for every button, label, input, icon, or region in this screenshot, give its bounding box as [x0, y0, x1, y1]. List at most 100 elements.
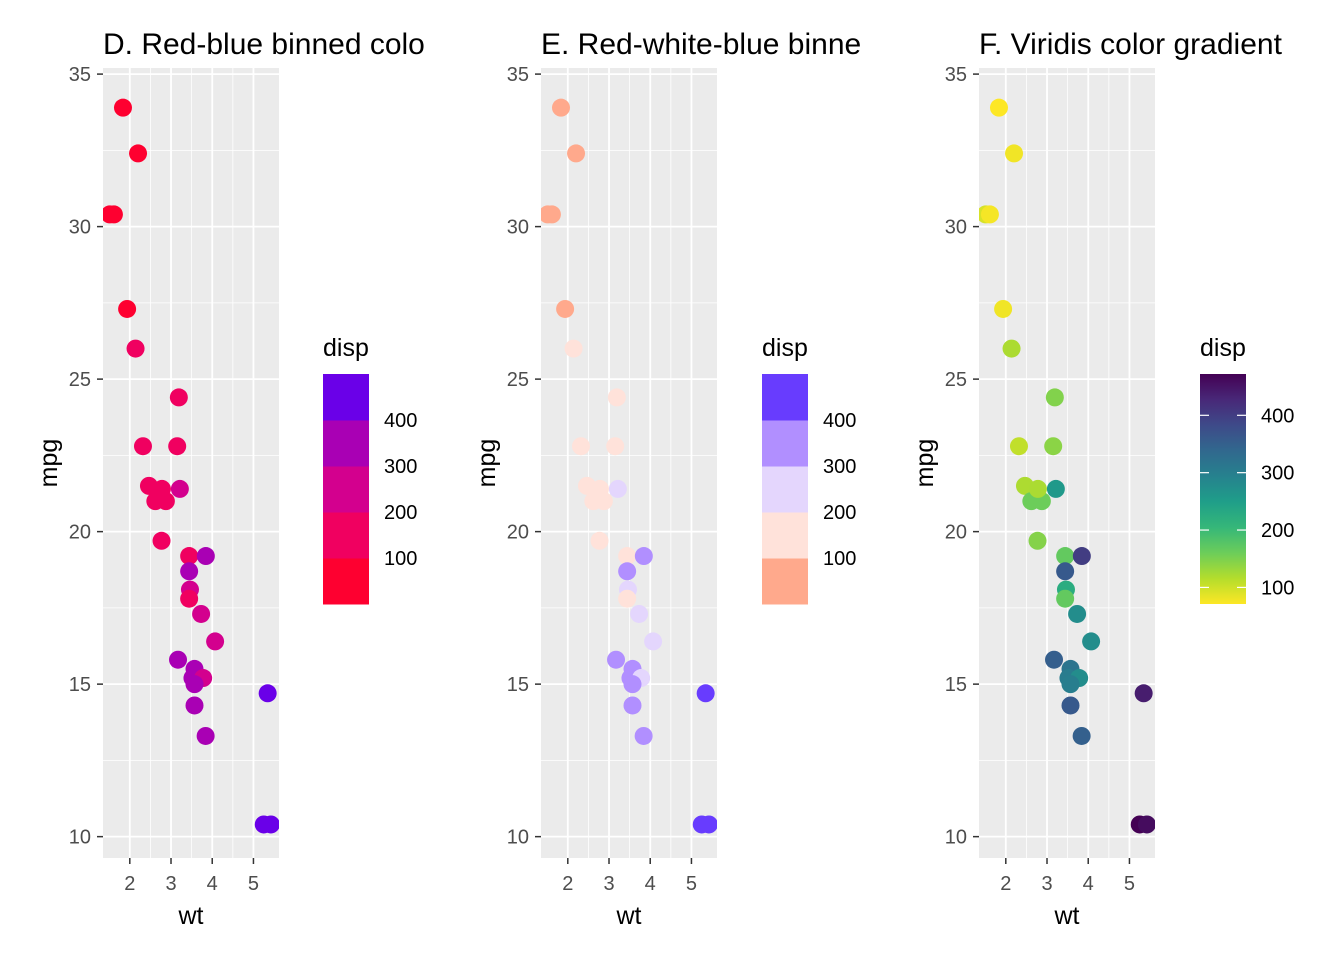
- legend: disp 100 200 300 400: [1200, 334, 1294, 604]
- data-point: [551, 98, 570, 117]
- legend-colorbar: [1200, 374, 1246, 604]
- data-point: [169, 388, 188, 407]
- data-point: [606, 437, 625, 456]
- data-point: [1056, 589, 1075, 608]
- y-tick-label: 15: [69, 674, 91, 696]
- data-point: [644, 632, 663, 651]
- y-tick-label: 30: [945, 217, 967, 239]
- data-point: [980, 205, 999, 224]
- legend-title: disp: [1200, 334, 1246, 362]
- x-tick-label: 5: [248, 873, 259, 895]
- chart-title: E. Red-white-blue binne: [541, 28, 861, 61]
- legend-title: disp: [762, 334, 808, 362]
- legend: disp 100 200 300 400: [323, 334, 417, 605]
- data-point: [1056, 547, 1075, 566]
- data-point: [133, 437, 152, 456]
- y-tick-label: 20: [507, 522, 529, 544]
- legend-label: 300: [823, 456, 856, 478]
- legend: disp 100 200 300 400: [762, 334, 856, 605]
- data-point: [1045, 388, 1064, 407]
- data-point: [1061, 696, 1080, 715]
- data-point: [1045, 650, 1064, 669]
- data-point: [118, 299, 137, 318]
- legend-label: 100: [1261, 577, 1294, 599]
- legend-label: 400: [823, 410, 856, 432]
- data-point: [618, 547, 637, 566]
- data-point: [126, 339, 145, 358]
- chart-panel: D. Red-blue binned colo 2 3 4 5 10 15 20 25 30 35 w…: [35, 28, 425, 930]
- data-point: [196, 547, 215, 566]
- data-point: [696, 684, 715, 703]
- x-tick-label: 5: [1124, 873, 1135, 895]
- y-tick-label: 30: [69, 217, 91, 239]
- legend-bin: [762, 374, 808, 421]
- data-point: [1005, 144, 1024, 163]
- y-tick-label: 25: [507, 369, 529, 391]
- chart-title: D. Red-blue binned colo: [103, 28, 425, 61]
- data-point: [1134, 684, 1153, 703]
- y-tick-label: 10: [69, 827, 91, 849]
- data-point: [1028, 531, 1047, 550]
- points-layer: [979, 98, 1155, 834]
- data-point: [1061, 675, 1080, 694]
- y-axis-title: mpg: [473, 439, 501, 488]
- legend-bin: [762, 512, 808, 559]
- data-point: [618, 589, 637, 608]
- data-point: [185, 675, 204, 694]
- data-point: [1072, 547, 1091, 566]
- legend-bin: [762, 558, 808, 605]
- x-tick-label: 4: [1083, 873, 1094, 895]
- data-point: [623, 696, 642, 715]
- y-axis-title: mpg: [911, 439, 939, 488]
- x-tick-label: 3: [603, 873, 614, 895]
- legend-bin: [762, 420, 808, 467]
- data-point: [129, 144, 148, 163]
- chart-panel: E. Red-white-blue binne 2 3 4 5 10 15 20 25 30 35 w…: [473, 28, 861, 930]
- legend-bin: [323, 466, 369, 513]
- plot-panel-background: [541, 68, 717, 858]
- data-point: [618, 562, 637, 581]
- legend-label: 200: [823, 502, 856, 524]
- data-point: [634, 547, 653, 566]
- x-tick-label: 4: [207, 873, 218, 895]
- data-point: [571, 437, 590, 456]
- legend-label: 300: [384, 456, 417, 478]
- points-layer: [103, 98, 279, 834]
- x-tick-label: 2: [124, 873, 135, 895]
- chart-title: F. Viridis color gradient: [979, 28, 1283, 61]
- chart-panel: F. Viridis color gradient 2 3 4 5 10 15 20 25 30 3…: [911, 28, 1294, 930]
- y-tick-label: 15: [945, 674, 967, 696]
- data-point: [206, 632, 225, 651]
- data-point: [192, 604, 211, 623]
- y-tick-label: 30: [507, 217, 529, 239]
- data-point: [1009, 437, 1028, 456]
- legend-label: 300: [1261, 463, 1294, 485]
- y-tick-label: 25: [945, 369, 967, 391]
- data-point: [556, 299, 575, 318]
- data-point: [1056, 562, 1075, 581]
- data-point: [104, 205, 123, 224]
- plot-panel-background: [979, 68, 1155, 858]
- y-tick-label: 35: [945, 64, 967, 86]
- data-point: [1068, 604, 1087, 623]
- data-point: [634, 726, 653, 745]
- data-point: [989, 98, 1008, 117]
- y-tick-label: 35: [69, 64, 91, 86]
- data-point: [196, 726, 215, 745]
- legend-bin: [323, 558, 369, 605]
- data-point: [258, 684, 277, 703]
- data-point: [564, 339, 583, 358]
- legend-bin: [323, 420, 369, 467]
- x-axis-title: wt: [1054, 902, 1080, 930]
- data-point: [180, 562, 199, 581]
- y-tick-label: 10: [507, 827, 529, 849]
- x-axis-title: wt: [178, 902, 204, 930]
- data-point: [590, 479, 609, 498]
- x-tick-label: 3: [165, 873, 176, 895]
- x-tick-label: 2: [1000, 873, 1011, 895]
- legend-bin: [323, 374, 369, 421]
- data-point: [168, 437, 187, 456]
- data-point: [608, 479, 627, 498]
